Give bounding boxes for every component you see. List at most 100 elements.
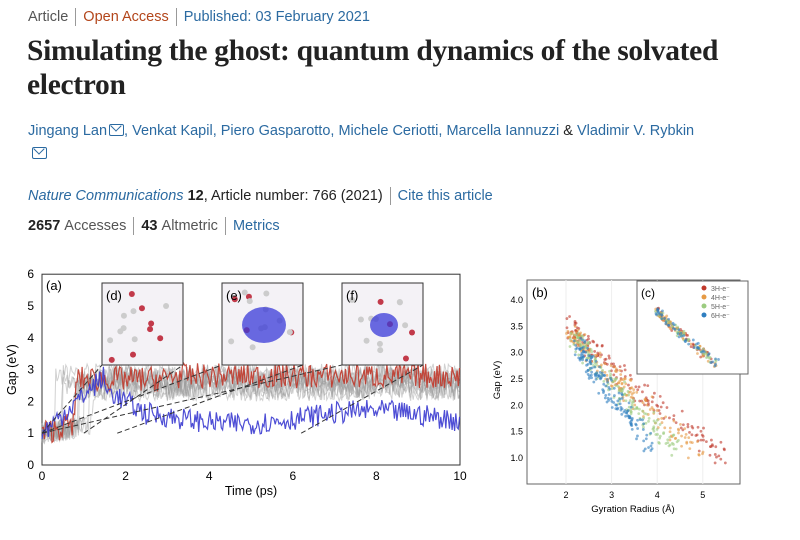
scatter-point (584, 370, 588, 374)
scatter-point (658, 394, 662, 398)
scatter-point (568, 345, 572, 348)
scatter-point (633, 407, 637, 411)
molecule-atom (120, 312, 127, 319)
scatter-point (623, 368, 627, 372)
author-link[interactable]: Vladimir V. Rybkin (577, 123, 695, 139)
author-link[interactable]: Jingang Lan (28, 123, 108, 139)
scatter-point (589, 373, 593, 377)
scatter-point (689, 440, 692, 444)
scatter-point (590, 376, 593, 380)
metrics-link[interactable]: Metrics (232, 218, 280, 234)
y-tick-label: 1.5 (510, 427, 523, 437)
scatter-point (576, 331, 580, 335)
scatter-point (595, 363, 598, 366)
scatter-point (635, 390, 639, 394)
scatter-point (663, 426, 667, 430)
cite-link[interactable]: Cite this article (397, 188, 493, 204)
author-link[interactable]: Michele Ceriotti (338, 123, 439, 139)
molecule-atom (402, 355, 409, 362)
scatter-point (575, 346, 579, 350)
author-link[interactable]: Marcella Iannuzzi (446, 123, 560, 139)
inset-label: (e) (226, 288, 242, 303)
journal-name[interactable]: Nature Communications (28, 188, 184, 204)
scatter-point (617, 391, 621, 395)
y-tick-label: 2.0 (510, 400, 523, 410)
scatter-point (609, 364, 613, 367)
scatter-point (612, 365, 616, 369)
scatter-point (586, 362, 590, 366)
scatter-point (594, 377, 598, 381)
scatter-point (641, 428, 645, 431)
scatter-point (624, 399, 628, 403)
electron-density (242, 307, 286, 343)
citation-line: Nature Communications 12 , Article numbe… (28, 187, 493, 205)
scatter-point (600, 344, 604, 348)
scatter-point (575, 333, 578, 337)
molecule-atom (349, 296, 356, 303)
scatter-point (604, 393, 608, 397)
scatter-point (619, 408, 623, 412)
scatter-point (668, 426, 672, 430)
scatter-point (697, 453, 701, 457)
scatter-point (674, 447, 678, 451)
scatter-point (675, 440, 679, 444)
scatter-point (656, 433, 659, 436)
scatter-point (644, 421, 648, 425)
x-tick-label: 5 (700, 490, 705, 500)
molecule-atom (120, 325, 127, 332)
figure-image[interactable]: 0 2 4 6 8 10 0 1 2 3 4 5 6 Time (ps) Gap (eV) (a) (d) (e)… (0, 262, 800, 540)
scatter-point (620, 412, 624, 416)
scatter-point (603, 371, 607, 374)
scatter-point (654, 421, 658, 425)
scatter-point (629, 405, 633, 409)
scatter-point (566, 329, 570, 333)
inset-box (101, 282, 184, 366)
scatter-point (719, 457, 723, 461)
article-type: Article (28, 9, 69, 25)
scatter-point (587, 376, 591, 380)
scatter-point (590, 350, 594, 354)
scatter-point (664, 415, 668, 419)
article-meta: Article Open Access Published: 03 Februa… (28, 8, 370, 26)
scatter-point (602, 382, 606, 386)
scatter-point (714, 445, 718, 449)
scatter-point (643, 383, 647, 387)
legend-marker (701, 285, 707, 291)
molecule-atom (286, 329, 293, 336)
scatter-point (596, 351, 600, 355)
scatter-point (622, 399, 626, 402)
scatter-point (668, 430, 672, 434)
scatter-point (652, 419, 656, 423)
scatter-point (649, 444, 653, 448)
scatter-point (641, 418, 644, 422)
scatter-point (614, 384, 618, 388)
legend-marker (701, 303, 707, 309)
scatter-point (682, 329, 686, 333)
x-tick-label: 6 (289, 469, 296, 483)
scatter-point (684, 340, 687, 343)
mail-icon[interactable] (109, 124, 125, 136)
x-tick-label: 8 (373, 469, 380, 483)
scatter-point (643, 403, 646, 407)
scatter-point (704, 440, 708, 444)
scatter-point (632, 388, 636, 392)
scatter-point (672, 419, 676, 423)
author-link[interactable]: Piero Gasparotto (220, 123, 331, 139)
scatter-point (629, 379, 633, 382)
scatter-point (614, 407, 618, 411)
scatter-point (683, 436, 687, 439)
scatter-point (581, 358, 585, 362)
scatter-point (623, 364, 626, 367)
scatter-point (618, 402, 622, 406)
scatter-point (647, 416, 651, 420)
scatter-point (695, 433, 699, 437)
author-link[interactable]: Venkat Kapil (132, 123, 213, 139)
mail-icon[interactable] (32, 147, 47, 159)
scatter-point (700, 433, 704, 437)
scatter-point (650, 441, 654, 445)
scatter-point (691, 338, 695, 342)
red-trace (41, 361, 461, 444)
scatter-point (622, 410, 626, 414)
scatter-point (630, 403, 634, 407)
scatter-point (709, 445, 713, 448)
